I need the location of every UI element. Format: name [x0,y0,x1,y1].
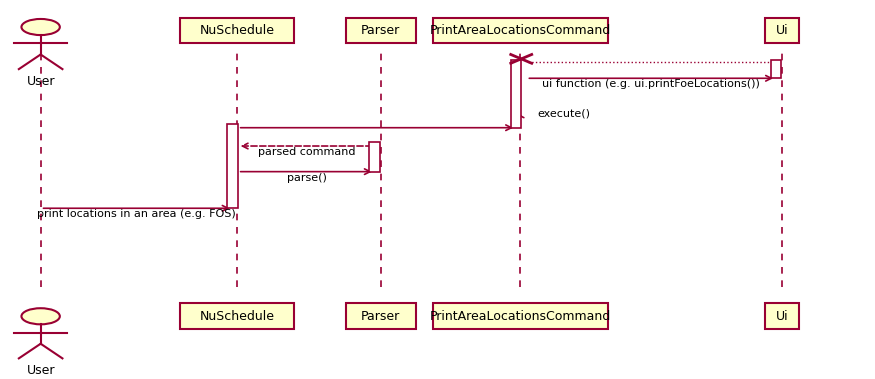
FancyBboxPatch shape [765,18,800,44]
Text: Ui: Ui [776,24,788,37]
Text: NuSchedule: NuSchedule [200,310,275,323]
Text: print locations in an area (e.g. FOS): print locations in an area (e.g. FOS) [38,209,236,219]
FancyBboxPatch shape [765,304,800,329]
Text: PrintAreaLocationsCommand: PrintAreaLocationsCommand [430,310,611,323]
Bar [228,124,238,208]
FancyBboxPatch shape [346,18,416,44]
Circle shape [22,19,60,35]
Bar [511,60,522,128]
Text: execute(): execute() [538,108,591,118]
Text: parsed command: parsed command [258,147,355,157]
FancyBboxPatch shape [180,304,294,329]
FancyBboxPatch shape [433,18,607,44]
Text: parse(): parse() [287,172,326,183]
Text: ui function (e.g. ui.printFoeLocations()): ui function (e.g. ui.printFoeLocations()… [542,79,760,89]
FancyBboxPatch shape [433,304,607,329]
Text: Ui: Ui [776,310,788,323]
Text: User: User [26,364,55,377]
Text: User: User [26,75,55,88]
FancyBboxPatch shape [346,304,416,329]
Circle shape [22,308,60,324]
Bar [369,143,380,172]
FancyBboxPatch shape [180,18,294,44]
Text: Parser: Parser [361,310,401,323]
Bar [771,60,781,78]
Text: NuSchedule: NuSchedule [200,24,275,37]
Text: Parser: Parser [361,24,401,37]
Text: PrintAreaLocationsCommand: PrintAreaLocationsCommand [430,24,611,37]
